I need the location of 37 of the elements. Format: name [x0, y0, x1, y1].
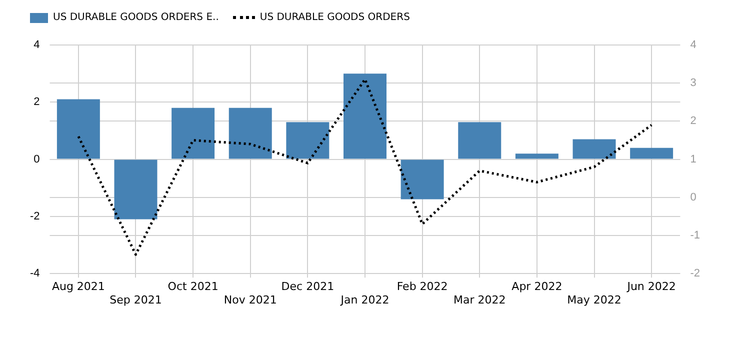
bar [286, 122, 330, 159]
y2-tick-label: -2 [690, 268, 700, 280]
y2-tick-label: 1 [690, 153, 696, 166]
bar [572, 139, 616, 159]
bar [515, 154, 558, 159]
legend-label: US DURABLE GOODS ORDERS E.. [53, 12, 219, 23]
bar [458, 122, 502, 159]
y-tick-label: -2 [30, 210, 40, 222]
bar [630, 148, 674, 159]
x-tick-label: Sep 2021 [110, 293, 162, 306]
bar [228, 108, 272, 159]
x-tick-label: Feb 2022 [396, 280, 448, 294]
bar [344, 74, 386, 159]
x-tick-label: Apr 2022 [512, 280, 562, 294]
x-tick-label: Oct 2021 [168, 280, 218, 294]
y2-tick-label: 4 [690, 39, 696, 52]
bar [172, 108, 215, 159]
x-tick-label: Jun 2022 [626, 280, 676, 294]
bar [56, 99, 100, 159]
y2-tick-label: -1 [690, 230, 700, 242]
x-tick-label: Mar 2022 [454, 293, 506, 306]
y-tick-label: 0 [34, 153, 40, 166]
line-series [77, 78, 653, 256]
x-tick-label: Nov 2021 [224, 293, 277, 306]
y2-tick-label: 2 [690, 115, 696, 128]
y-tick-label: -4 [30, 268, 40, 280]
x-tick-label: May 2022 [567, 293, 622, 306]
y2-tick-label: 3 [690, 77, 696, 90]
x-tick-label: Aug 2021 [52, 280, 105, 294]
y2-tick-label: 0 [690, 191, 696, 204]
legend-label: US DURABLE GOODS ORDERS [260, 12, 410, 23]
y-tick-label: 2 [34, 96, 40, 108]
x-tick-label: Jan 2022 [340, 293, 390, 306]
y-tick-label: 4 [34, 39, 40, 52]
bar [400, 160, 444, 200]
bar [114, 160, 158, 220]
x-tick-label: Dec 2021 [281, 280, 334, 294]
